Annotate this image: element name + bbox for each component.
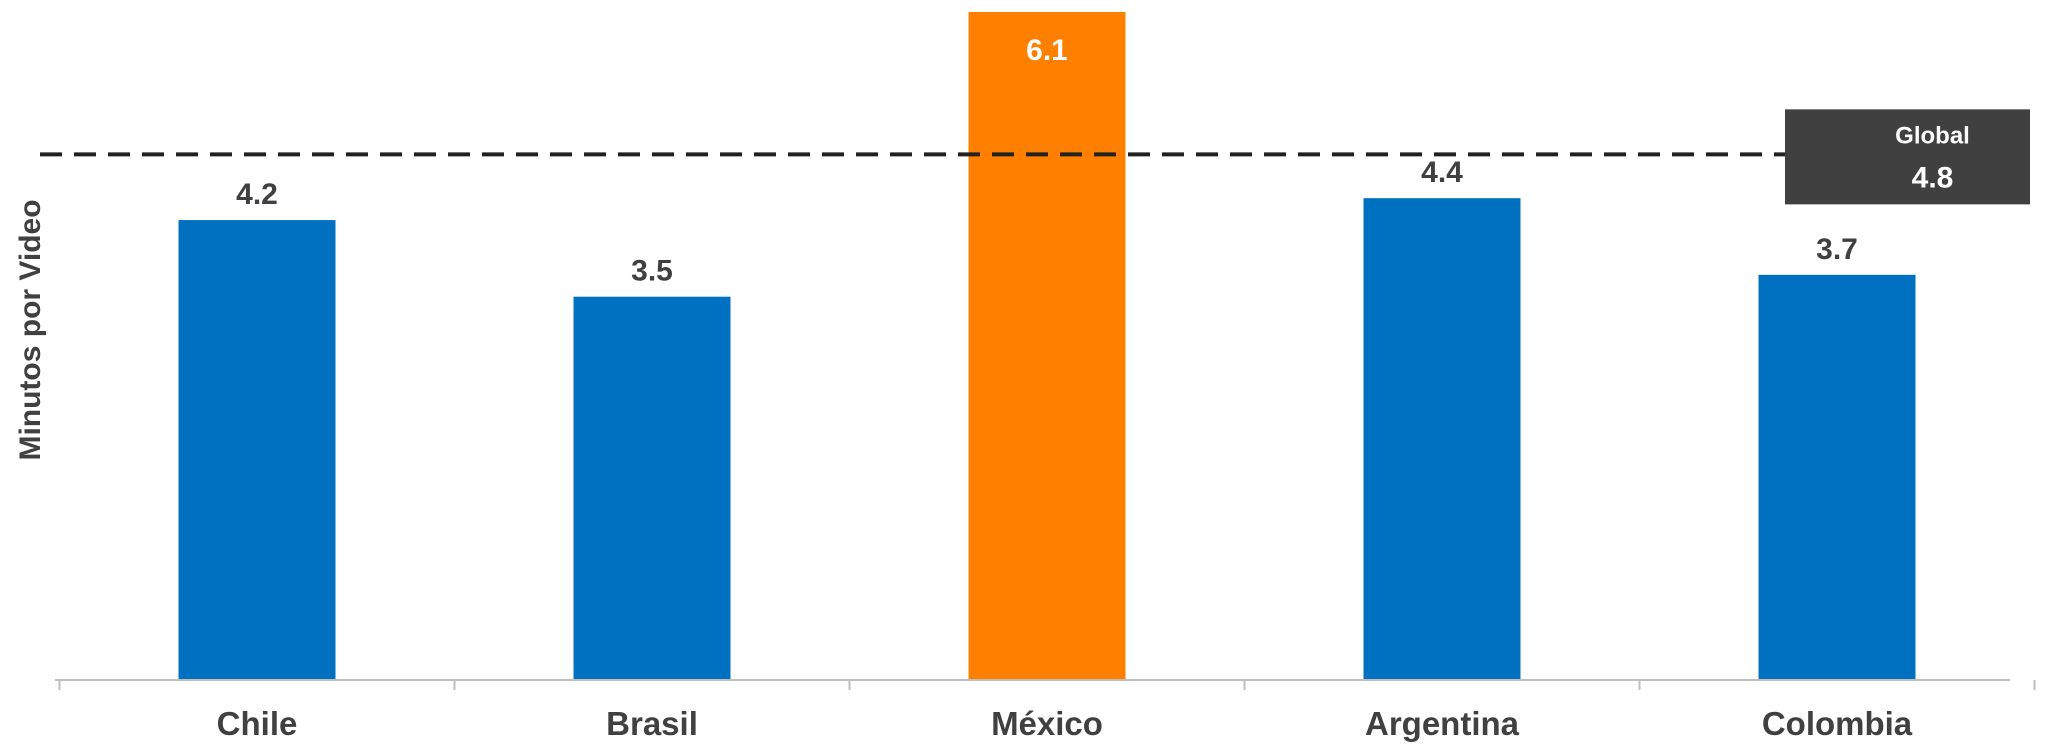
value-label: 4.2 — [236, 178, 278, 211]
category-labels-group: Chile Brasil México Argentina Colombia — [217, 705, 1913, 742]
value-label: 4.4 — [1421, 156, 1463, 189]
global-label-name: Global — [1895, 122, 1970, 149]
category-label: Chile — [217, 705, 298, 742]
bar-chile — [178, 220, 336, 681]
value-label: 3.5 — [631, 255, 673, 288]
value-labels-group: 4.2 3.5 6.1 4.4 3.7 — [236, 34, 1858, 288]
category-label: Argentina — [1365, 705, 1520, 742]
bar-colombia — [1758, 274, 1916, 680]
bar-méxico — [968, 12, 1126, 680]
category-label: Colombia — [1762, 705, 1913, 742]
bars-group — [178, 12, 1916, 681]
reference-line-group: Global 4.8 — [40, 109, 2030, 205]
y-axis-label: Minutos por Video — [14, 199, 47, 460]
bar-argentina — [1363, 198, 1521, 680]
value-label: 3.7 — [1816, 233, 1858, 266]
category-label: Brasil — [606, 705, 698, 742]
x-axis-ticks — [58, 680, 2036, 690]
bar-brasil — [573, 296, 731, 680]
category-label: México — [991, 705, 1103, 742]
value-label: 6.1 — [1026, 34, 1068, 67]
global-label-box — [1785, 109, 2030, 205]
global-label-value: 4.8 — [1912, 161, 1954, 194]
